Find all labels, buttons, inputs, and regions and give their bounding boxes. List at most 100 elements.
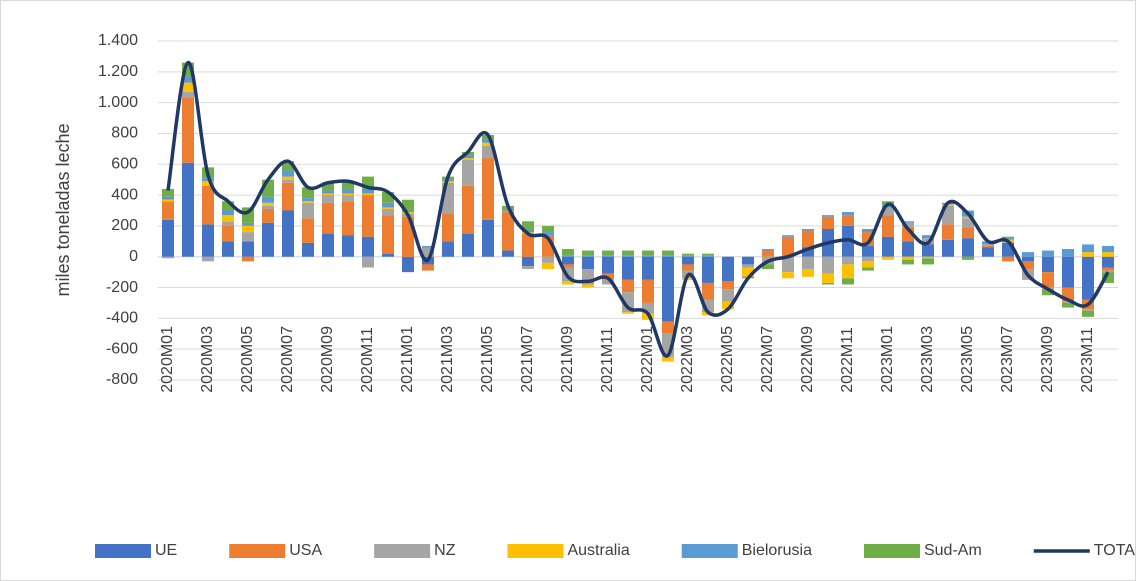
x-tick-label: 2020M09 bbox=[319, 326, 336, 393]
legend-label: UE bbox=[155, 542, 177, 559]
bar-segment bbox=[662, 255, 674, 257]
bar-segment bbox=[322, 193, 334, 196]
bar-segment bbox=[702, 253, 714, 256]
bar-segment bbox=[1082, 309, 1094, 311]
bar-segment bbox=[562, 264, 574, 268]
bar-segment bbox=[282, 182, 294, 211]
bar-segment bbox=[1022, 261, 1034, 270]
bar-segment bbox=[642, 279, 654, 303]
bar-segment bbox=[762, 264, 774, 270]
bar-segment bbox=[362, 236, 374, 257]
bar-segment bbox=[562, 256, 574, 265]
bar-segment bbox=[642, 255, 654, 257]
bar-segment bbox=[342, 188, 354, 194]
bar-segment bbox=[522, 265, 534, 270]
x-tick-label: 2023M09 bbox=[1039, 326, 1056, 393]
bar-segment bbox=[782, 256, 794, 273]
bar-segment bbox=[1022, 256, 1034, 262]
x-tick-label: 2021M01 bbox=[399, 326, 416, 393]
bar-segment bbox=[842, 212, 854, 216]
bar-segment bbox=[1102, 272, 1114, 283]
bar-segment bbox=[1042, 272, 1054, 288]
bar-segment bbox=[402, 256, 414, 273]
legend-swatch bbox=[374, 544, 431, 558]
bar-segment bbox=[1042, 289, 1054, 296]
bar-segment bbox=[802, 269, 814, 277]
bar-segment bbox=[702, 282, 714, 300]
bar-segment bbox=[162, 201, 174, 220]
bar-segment bbox=[962, 216, 974, 219]
bar-segment bbox=[162, 188, 174, 197]
bar-segment bbox=[422, 245, 434, 248]
bar-segment bbox=[682, 264, 694, 271]
bar-segment bbox=[1002, 236, 1014, 239]
bar-segment bbox=[642, 250, 654, 256]
legend-label: Sud-Am bbox=[924, 542, 982, 559]
bar-segment bbox=[862, 228, 874, 233]
bar-segment bbox=[822, 215, 834, 217]
bar-segment bbox=[582, 255, 594, 257]
bar-segment bbox=[622, 255, 634, 257]
x-tick-label: 2022M07 bbox=[759, 326, 776, 393]
bar-segment bbox=[942, 239, 954, 257]
bar-segment bbox=[562, 249, 574, 256]
bar-segment bbox=[202, 256, 214, 262]
bar-segment bbox=[482, 145, 494, 159]
bar-segment bbox=[202, 185, 214, 225]
bar-segment bbox=[962, 238, 974, 257]
bar-segment bbox=[622, 250, 634, 256]
bar-segment bbox=[382, 202, 394, 208]
bar-segment bbox=[282, 179, 294, 183]
bar-segment bbox=[482, 142, 494, 146]
bar-segment bbox=[882, 215, 894, 237]
bar-segment bbox=[922, 235, 934, 239]
x-tick-label: 2023M05 bbox=[959, 326, 976, 393]
legend-label: TOTAL bbox=[1094, 542, 1136, 559]
bar-segment bbox=[1102, 270, 1114, 273]
bar-segment bbox=[962, 227, 974, 239]
bar-segment bbox=[502, 212, 514, 251]
bar-segment bbox=[1082, 310, 1094, 317]
bar-segment bbox=[322, 195, 334, 203]
bar-segment bbox=[222, 210, 234, 216]
bar-segment bbox=[382, 215, 394, 254]
bar-segment bbox=[842, 264, 854, 279]
y-tick-label: 200 bbox=[111, 217, 138, 234]
bar-segment bbox=[882, 207, 894, 216]
x-tick-label: 2021M11 bbox=[599, 327, 616, 393]
bar-segment bbox=[502, 250, 514, 257]
bar-segment bbox=[582, 256, 594, 270]
y-tick-label: 1.000 bbox=[98, 94, 138, 111]
bar-segment bbox=[1022, 252, 1034, 257]
bar-segment bbox=[722, 256, 734, 282]
bar-segment bbox=[922, 244, 934, 257]
bar-segment bbox=[482, 139, 494, 143]
bar-segment bbox=[502, 210, 514, 213]
bar-segment bbox=[342, 181, 354, 189]
bar-segment bbox=[582, 284, 594, 288]
bar-segment bbox=[302, 201, 314, 203]
bar-segment bbox=[162, 199, 174, 202]
x-tick-label: 2022M05 bbox=[719, 326, 736, 393]
bar-segment bbox=[662, 321, 674, 334]
bar-segment bbox=[922, 256, 934, 259]
bar-segment bbox=[682, 253, 694, 256]
bar-segment bbox=[282, 176, 294, 180]
y-tick-label: -400 bbox=[106, 310, 138, 327]
bar-segment bbox=[642, 302, 654, 314]
bar-segment bbox=[242, 225, 254, 233]
x-tick-label: 2021M07 bbox=[519, 326, 536, 393]
bar-segment bbox=[962, 218, 974, 228]
bar-segment bbox=[882, 256, 894, 260]
bar-segment bbox=[222, 225, 234, 242]
bar-segment bbox=[1062, 256, 1074, 288]
bar-segment bbox=[822, 282, 834, 285]
bar-segment bbox=[862, 261, 874, 268]
bar-segment bbox=[302, 218, 314, 243]
bar-segment bbox=[222, 221, 234, 226]
bar-segment bbox=[462, 185, 474, 234]
bar-segment bbox=[1082, 252, 1094, 257]
bar-segment bbox=[202, 224, 214, 257]
bar-segment bbox=[362, 256, 374, 268]
bar-segment bbox=[802, 256, 814, 270]
